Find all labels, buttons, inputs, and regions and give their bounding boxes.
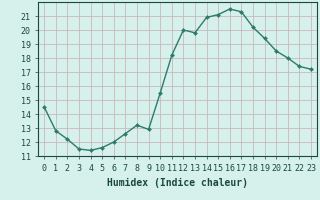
X-axis label: Humidex (Indice chaleur): Humidex (Indice chaleur): [107, 178, 248, 188]
